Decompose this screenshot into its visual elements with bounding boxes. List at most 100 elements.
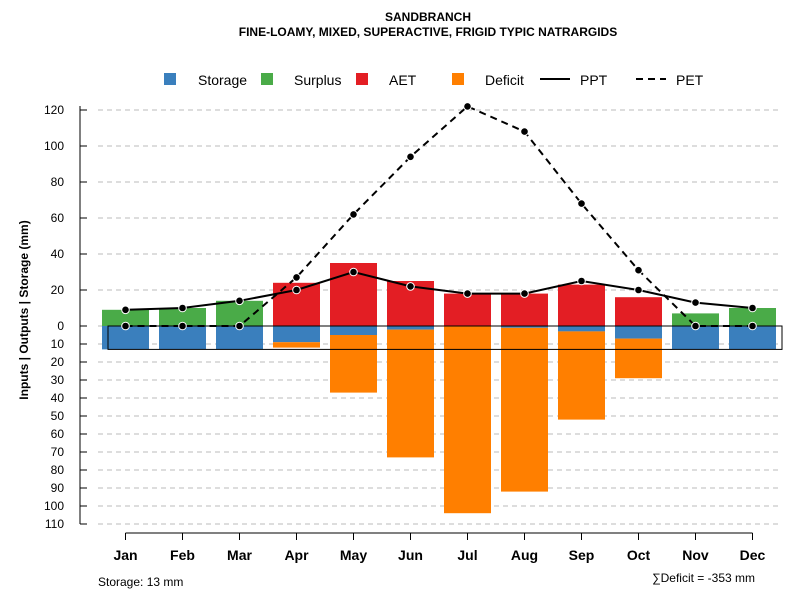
pet-point <box>520 127 529 136</box>
y-tick-label: 30 <box>51 373 65 387</box>
pet-point <box>406 152 415 162</box>
storage-bar <box>387 326 434 330</box>
storage-bar <box>273 326 320 343</box>
x-tick-label: Sep <box>569 547 595 563</box>
y-tick-label: 120 <box>44 103 64 117</box>
gridlines <box>98 109 782 525</box>
pet-point <box>349 210 358 219</box>
y-tick-label: 40 <box>51 391 65 405</box>
y-tick-label: 90 <box>51 481 65 495</box>
series-lines <box>121 102 757 331</box>
pet-line <box>125 105 753 327</box>
pet-point <box>292 273 301 282</box>
storage-bar <box>729 326 776 350</box>
aet-bar <box>558 284 605 326</box>
y-tick-label: 0 <box>57 319 64 333</box>
deficit-note: ∑Deficit = -353 mm <box>652 571 755 585</box>
pet-point <box>178 321 187 331</box>
y-tick-label: 100 <box>44 139 64 153</box>
ppt-line <box>125 270 753 311</box>
chart-title: SANDBRANCH <box>385 10 471 24</box>
storage-capacity-box <box>107 325 783 350</box>
storage-bar <box>615 326 662 339</box>
aet-bar <box>501 293 548 326</box>
legend-label-pet: PET <box>676 72 704 88</box>
ppt-point <box>292 285 301 295</box>
storage-bar <box>330 326 377 335</box>
storage-bar <box>558 326 605 332</box>
aet-bar <box>615 297 662 326</box>
ppt-point <box>178 303 187 313</box>
ppt-point <box>520 289 529 298</box>
x-tick-label: Feb <box>170 547 195 563</box>
bars <box>102 263 783 514</box>
pet-point <box>463 102 472 111</box>
legend-label-ppt: PPT <box>580 72 608 88</box>
storage-bar <box>672 326 719 350</box>
storage-bar <box>102 326 149 350</box>
x-tick-label: May <box>340 547 367 563</box>
y-tick-label: 70 <box>51 445 65 459</box>
deficit-bar <box>387 329 434 458</box>
ppt-point <box>235 296 244 306</box>
legend-label-deficit: Deficit <box>485 72 524 88</box>
storage-bar <box>159 326 206 350</box>
x-tick-label: Aug <box>511 547 538 563</box>
legend-swatch-aet <box>356 73 368 85</box>
y-tick-label: 20 <box>51 355 65 369</box>
storage-bar <box>501 326 548 328</box>
deficit-bar <box>558 331 605 420</box>
surplus-bar <box>672 313 719 326</box>
y-tick-label: 80 <box>51 463 65 477</box>
axes: 20 40 60 80 100 120 0 10 20 30 40 50 60 70 80 90 100 110 J… <box>44 103 766 563</box>
y-axis-label: Inputs | Outputs | Storage (mm) <box>17 220 31 399</box>
y-tick-label: 10 <box>51 337 65 351</box>
pet-point <box>121 321 130 331</box>
x-tick-label: Jul <box>457 547 477 563</box>
y-tick-label: 60 <box>51 211 65 225</box>
pet-point <box>748 321 757 331</box>
aet-bar <box>444 293 491 326</box>
x-tick-label: Dec <box>740 547 766 563</box>
x-tick-label: Jun <box>398 547 423 563</box>
ppt-point <box>406 282 415 291</box>
y-tick-label: 80 <box>51 175 65 189</box>
legend-label-storage: Storage <box>198 72 247 88</box>
ppt-point <box>349 267 358 277</box>
surplus-bar <box>729 308 776 326</box>
legend-swatch-deficit <box>452 73 464 85</box>
ppt-point <box>577 276 586 286</box>
y-tick-label: 100 <box>44 499 64 513</box>
x-tick-label: Apr <box>284 547 309 563</box>
storage-note: Storage: 13 mm <box>98 575 183 589</box>
deficit-bar <box>615 338 662 379</box>
legend-label-surplus: Surplus <box>294 72 341 88</box>
y-tick-label: 20 <box>51 283 65 297</box>
ppt-point <box>121 305 130 315</box>
legend-swatch-storage <box>164 73 176 85</box>
y-tick-label: 110 <box>45 517 64 531</box>
deficit-bar <box>501 327 548 492</box>
pet-point <box>235 321 244 331</box>
deficit-bar <box>273 342 320 348</box>
pet-point <box>634 265 643 275</box>
legend: Storage Surplus AET Deficit PPT PET <box>164 72 704 88</box>
ppt-point <box>691 298 700 307</box>
ppt-point <box>463 289 472 298</box>
y-tick-label: 50 <box>51 409 65 423</box>
surplus-bar <box>159 308 206 326</box>
pet-point <box>691 321 700 331</box>
surplus-bar <box>102 309 149 326</box>
x-tick-label: Oct <box>627 547 651 563</box>
x-tick-label: Nov <box>682 547 709 563</box>
legend-label-aet: AET <box>389 72 417 88</box>
pet-point <box>577 199 586 208</box>
deficit-bar <box>444 326 491 514</box>
y-tick-label: 40 <box>51 247 65 261</box>
ppt-point <box>634 285 643 295</box>
y-tick-label: 60 <box>51 427 65 441</box>
ppt-point <box>748 303 757 313</box>
storage-bar <box>216 326 263 350</box>
legend-swatch-surplus <box>261 73 273 85</box>
